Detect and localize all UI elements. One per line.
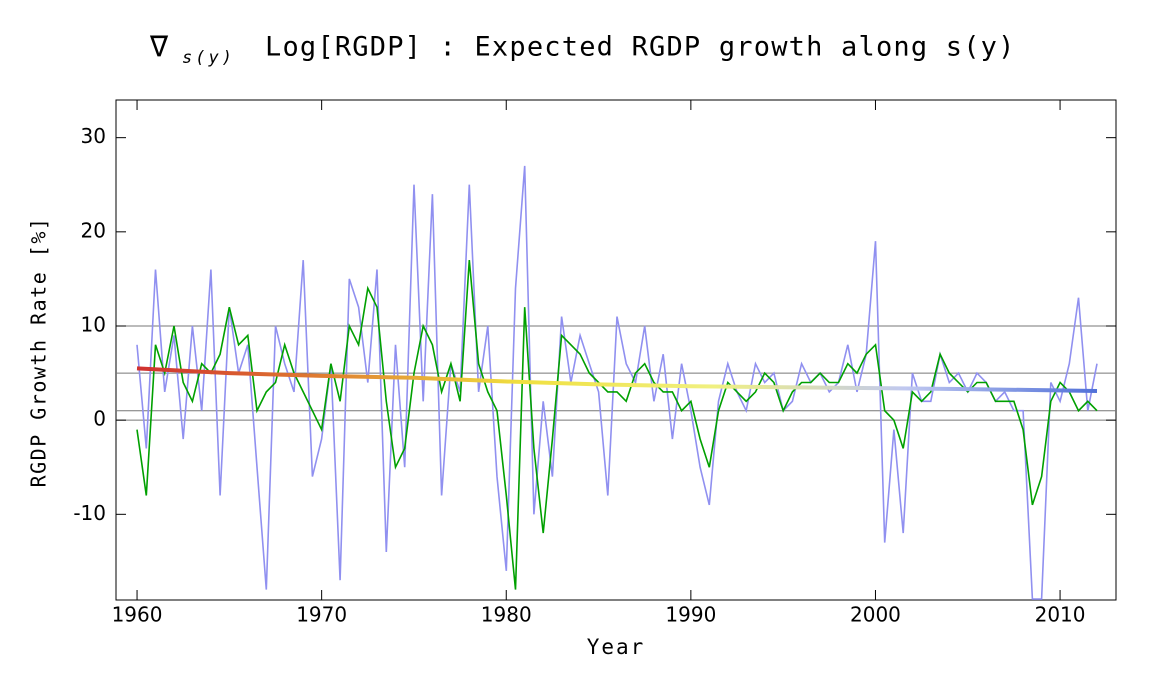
x-tick-label: 1990	[665, 603, 716, 627]
title-nabla: ∇	[149, 30, 169, 65]
x-tick-label: 1980	[481, 603, 532, 627]
title-subscript: s(y)	[182, 48, 235, 68]
x-tick-label: 2000	[850, 603, 901, 627]
x-axis-label: Year	[587, 635, 646, 659]
data-line	[136, 165, 1098, 600]
chart-title: Log[RGDP] : Expected RGDP growth along s…	[265, 32, 1016, 63]
x-tick-label: 1960	[112, 603, 163, 627]
y-tick-label: -10	[73, 501, 106, 525]
x-tick-label: 1970	[296, 603, 347, 627]
data-line	[136, 260, 1098, 590]
trend-line	[136, 366, 1098, 393]
y-tick-label: 0	[93, 407, 106, 431]
y-tick-label: 20	[81, 218, 106, 242]
y-axis-label: RGDP Growth Rate [%]	[27, 217, 51, 488]
plot-frame	[115, 99, 1117, 601]
x-tick-label: 2010	[1035, 603, 1086, 627]
y-tick-label: 10	[81, 312, 106, 336]
y-tick-label: 30	[81, 124, 106, 148]
